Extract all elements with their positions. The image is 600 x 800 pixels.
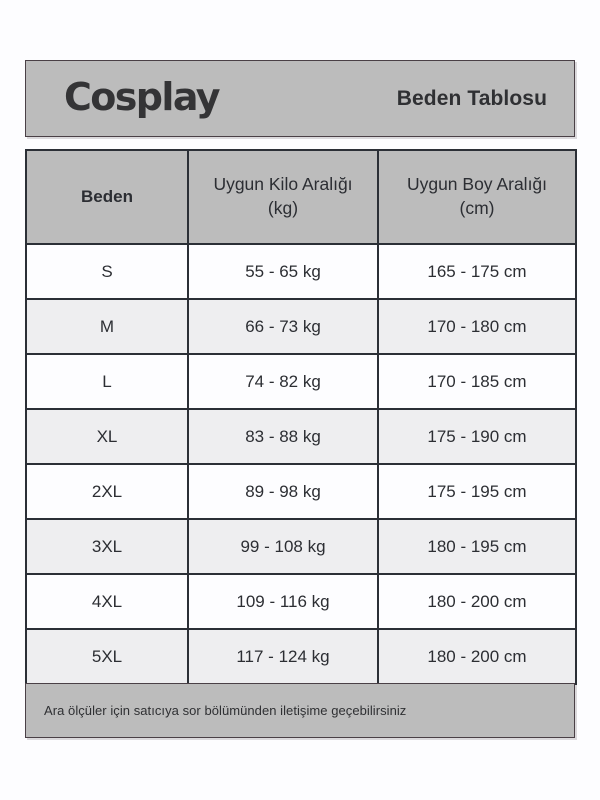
page-title: Beden Tablosu [396,86,547,110]
cell-beden: 3XL [25,518,189,575]
column-header-boy-line1: Uygun Boy Aralığı [406,174,548,195]
table-body: S 55 - 65 kg 165 - 175 cm M 66 - 73 kg 1… [25,243,577,685]
table-row: 2XL 89 - 98 kg 175 - 195 cm [25,463,577,520]
cell-kilo: 55 - 65 kg [187,243,379,300]
cell-kilo: 83 - 88 kg [187,408,379,465]
cell-beden: M [25,298,189,355]
cell-boy: 175 - 195 cm [377,463,577,520]
cell-kilo: 66 - 73 kg [187,298,379,355]
cell-boy: 180 - 195 cm [377,518,577,575]
cell-kilo: 74 - 82 kg [187,353,379,410]
cell-beden: L [25,353,189,410]
table-row: M 66 - 73 kg 170 - 180 cm [25,298,577,355]
size-chart-table: Beden Uygun Kilo Aralığı (kg) Uygun Boy … [25,149,577,685]
cell-kilo: 99 - 108 kg [187,518,379,575]
cosplay-logo: Cosplay [64,75,220,119]
table-header: Beden Uygun Kilo Aralığı (kg) Uygun Boy … [25,149,577,245]
table-row: 5XL 117 - 124 kg 180 - 200 cm [25,628,577,685]
cell-beden: S [25,243,189,300]
footer-note-text: Ara ölçüler için satıcıya sor bölümünden… [44,703,407,718]
column-header-kilo-line1: Uygun Kilo Aralığı [213,174,353,195]
column-header-kilo-line2: (kg) [267,198,299,218]
table-header-row: Beden Uygun Kilo Aralığı (kg) Uygun Boy … [25,149,577,245]
cell-kilo: 117 - 124 kg [187,628,379,685]
table-row: 3XL 99 - 108 kg 180 - 195 cm [25,518,577,575]
cell-beden: XL [25,408,189,465]
column-header-beden: Beden [25,149,189,245]
column-header-boy-line2: (cm) [459,198,495,218]
cell-beden: 2XL [25,463,189,520]
cell-boy: 170 - 180 cm [377,298,577,355]
cell-boy: 180 - 200 cm [377,628,577,685]
column-header-kilo: Uygun Kilo Aralığı (kg) [187,149,379,245]
table-row: XL 83 - 88 kg 175 - 190 cm [25,408,577,465]
cell-boy: 170 - 185 cm [377,353,577,410]
cell-kilo: 89 - 98 kg [187,463,379,520]
table-row: 4XL 109 - 116 kg 180 - 200 cm [25,573,577,630]
column-header-boy: Uygun Boy Aralığı (cm) [377,149,577,245]
brand-header-band: Cosplay Beden Tablosu [25,60,575,137]
cell-boy: 180 - 200 cm [377,573,577,630]
cell-boy: 175 - 190 cm [377,408,577,465]
cell-beden: 4XL [25,573,189,630]
cell-kilo: 109 - 116 kg [187,573,379,630]
table-row: S 55 - 65 kg 165 - 175 cm [25,243,577,300]
cell-boy: 165 - 175 cm [377,243,577,300]
footer-note-band: Ara ölçüler için satıcıya sor bölümünden… [25,683,575,738]
table-row: L 74 - 82 kg 170 - 185 cm [25,353,577,410]
cell-beden: 5XL [25,628,189,685]
